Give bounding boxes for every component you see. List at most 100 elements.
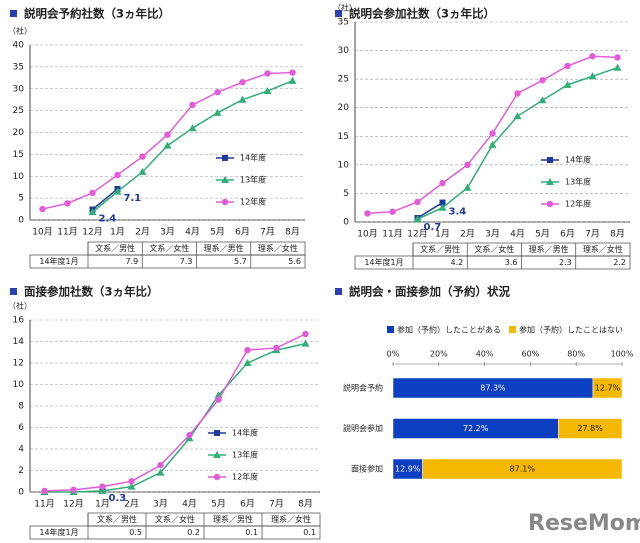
table-header: 理系／男性 bbox=[204, 243, 244, 253]
y-tick-label: 30 bbox=[13, 84, 25, 94]
y-tick-label: 8 bbox=[18, 402, 24, 412]
data-label: 0.7 bbox=[424, 222, 442, 233]
marker bbox=[614, 54, 621, 61]
marker bbox=[613, 63, 622, 71]
y-tick-label: 面接参加 bbox=[351, 464, 383, 474]
y-tick-label: 10 bbox=[13, 380, 25, 390]
table-cell: 5.6 bbox=[288, 257, 301, 266]
marker bbox=[564, 62, 571, 70]
chart-title: 説明会参加社数（3ヵ年比） bbox=[349, 7, 495, 21]
x-tick-label: 20% bbox=[430, 350, 448, 359]
marker bbox=[221, 176, 229, 183]
marker bbox=[539, 77, 546, 84]
y-tick-label: 4 bbox=[18, 445, 24, 455]
legend-label: 13年度 bbox=[232, 450, 258, 460]
marker bbox=[438, 203, 447, 211]
table-cell: 0.1 bbox=[303, 528, 316, 537]
marker bbox=[489, 130, 496, 137]
marker bbox=[546, 200, 554, 208]
marker bbox=[99, 483, 106, 490]
unit-label: （社） bbox=[8, 301, 32, 311]
x-tick-label: 4月 bbox=[510, 229, 525, 240]
series-line bbox=[417, 201, 443, 219]
data-label: 7.1 bbox=[124, 193, 142, 204]
y-tick-label: 10 bbox=[13, 172, 25, 182]
data-label: 12.9% bbox=[395, 465, 421, 474]
series-line bbox=[44, 333, 306, 492]
y-tick-label: 30 bbox=[338, 46, 350, 56]
y-tick-label: 25 bbox=[338, 75, 349, 85]
marker bbox=[389, 208, 396, 215]
marker bbox=[164, 131, 171, 138]
x-tick-label: 2月 bbox=[460, 229, 475, 240]
table-cell: 2.3 bbox=[559, 258, 572, 267]
y-tick-label: 0 bbox=[18, 488, 24, 498]
title-bullet bbox=[10, 10, 17, 17]
x-tick-label: 1月 bbox=[95, 499, 110, 510]
x-tick-label: 6月 bbox=[235, 227, 250, 238]
marker bbox=[39, 205, 46, 213]
x-tick-label: 7月 bbox=[260, 227, 275, 238]
x-tick-label: 10月 bbox=[357, 229, 377, 240]
marker bbox=[488, 140, 497, 148]
table-cell: 2.2 bbox=[613, 258, 626, 267]
legend-label: 参加（予約）したことがある bbox=[397, 325, 501, 335]
marker bbox=[139, 153, 146, 160]
marker bbox=[243, 359, 252, 366]
x-tick-label: 4月 bbox=[185, 227, 200, 238]
x-tick-label: 60% bbox=[522, 350, 540, 359]
marker bbox=[538, 96, 547, 104]
marker bbox=[546, 178, 554, 185]
marker bbox=[273, 344, 280, 352]
table-header: 文系／女性 bbox=[149, 243, 189, 253]
x-tick-label: 3月 bbox=[153, 499, 168, 510]
marker bbox=[239, 78, 246, 86]
unit-label: （社） bbox=[8, 26, 32, 36]
legend-label: 12年度 bbox=[240, 197, 266, 207]
y-tick-label: 10 bbox=[338, 160, 350, 170]
data-label: 27.8% bbox=[577, 424, 603, 433]
x-tick-label: 12月 bbox=[407, 229, 427, 240]
x-tick-label: 5月 bbox=[210, 227, 225, 238]
y-tick-label: 15 bbox=[13, 150, 24, 160]
data-label: 87.1% bbox=[510, 465, 536, 474]
marker bbox=[289, 69, 296, 76]
marker bbox=[514, 90, 521, 97]
marker bbox=[213, 108, 222, 116]
marker bbox=[89, 189, 96, 197]
table-header: 理系／女性 bbox=[271, 514, 311, 524]
marker bbox=[513, 112, 522, 120]
marker bbox=[588, 72, 597, 80]
x-tick-label: 2月 bbox=[124, 499, 139, 510]
x-tick-label: 3月 bbox=[160, 227, 175, 238]
x-tick-label: 1月 bbox=[435, 229, 450, 240]
marker bbox=[113, 187, 122, 195]
title-bullet bbox=[10, 288, 17, 295]
marker bbox=[563, 80, 572, 88]
table-cell: 7.3 bbox=[180, 257, 193, 266]
table-cell: 7.9 bbox=[126, 257, 139, 266]
series-line bbox=[42, 71, 293, 210]
legend-label: 14年度 bbox=[565, 155, 591, 165]
series-line bbox=[92, 188, 118, 211]
data-label: 2.4 bbox=[99, 214, 117, 225]
x-tick-label: 40% bbox=[476, 350, 494, 359]
table-header: 文系／男性 bbox=[95, 243, 135, 253]
bar-segment bbox=[558, 418, 623, 439]
y-tick-label: 5 bbox=[343, 189, 349, 199]
title-bullet bbox=[335, 10, 342, 17]
marker bbox=[163, 141, 172, 149]
chart-title: 説明会・面接参加（予約）状況 bbox=[349, 285, 510, 299]
x-tick-label: 5月 bbox=[535, 229, 550, 240]
table-header: 理系／女性 bbox=[258, 243, 298, 253]
data-label: 87.3% bbox=[480, 384, 506, 393]
marker bbox=[114, 171, 121, 179]
x-tick-label: 8月 bbox=[610, 229, 625, 240]
table-cell: 0.1 bbox=[245, 528, 258, 537]
marker bbox=[414, 198, 421, 206]
y-tick-label: 2 bbox=[18, 466, 24, 476]
marker bbox=[221, 198, 229, 206]
marker bbox=[189, 101, 196, 109]
x-tick-label: 8月 bbox=[298, 499, 313, 510]
marker bbox=[439, 179, 446, 187]
